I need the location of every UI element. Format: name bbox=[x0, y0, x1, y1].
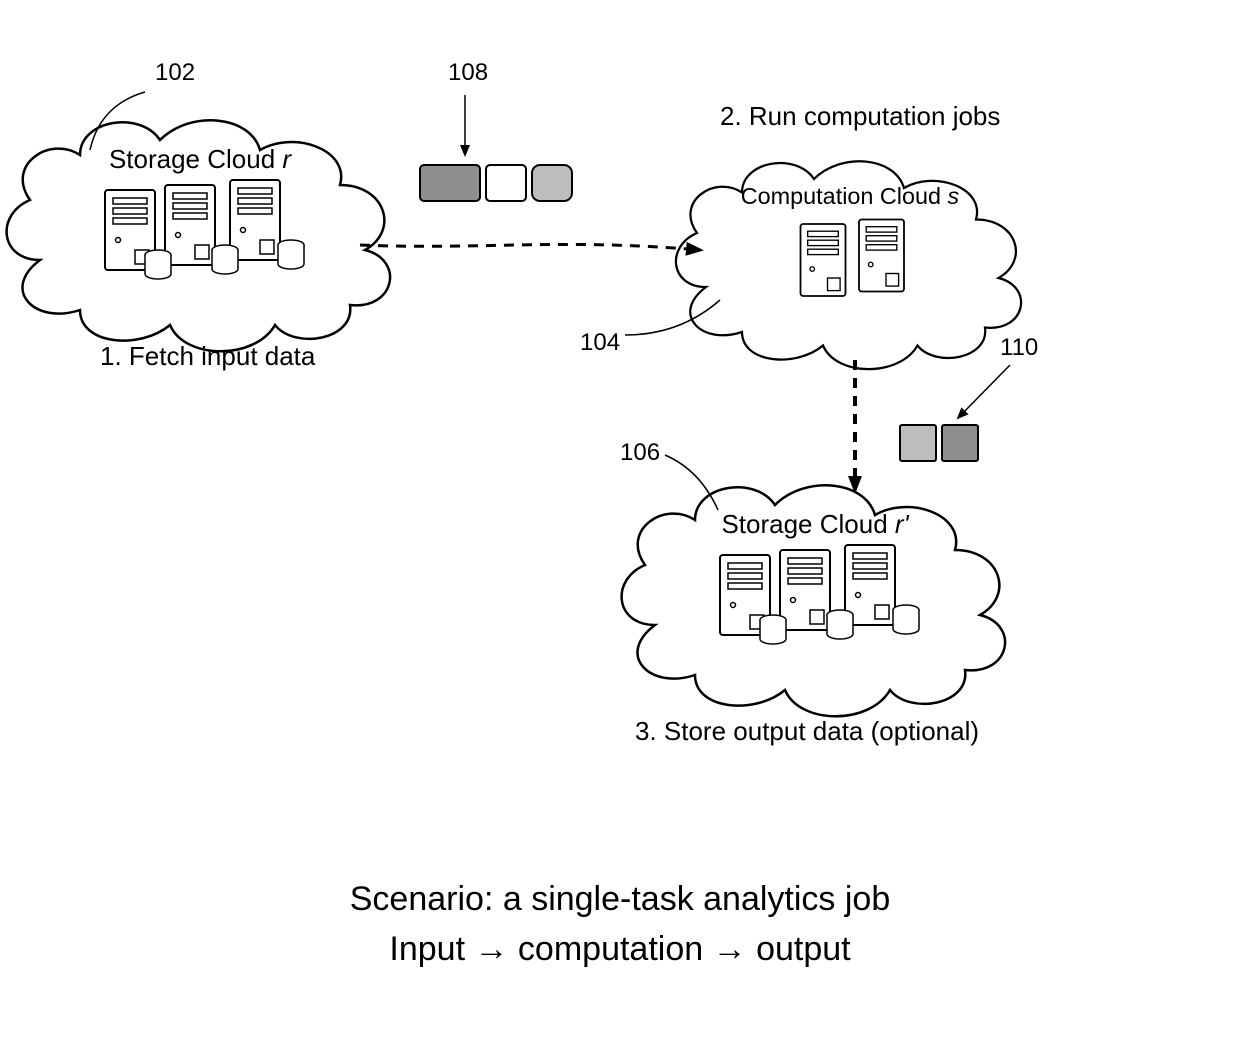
data-blocks-output bbox=[900, 425, 978, 461]
data-block bbox=[486, 165, 526, 201]
data-block bbox=[900, 425, 936, 461]
cloud-storage-r-label: Storage Cloud r bbox=[109, 144, 292, 174]
caption-line-1: Scenario: a single-task analytics job bbox=[350, 880, 891, 918]
cloud-storage-r: Storage Cloud r bbox=[7, 120, 390, 351]
ref-110: 110 bbox=[1000, 334, 1038, 361]
cloud-compute-s: Computation Cloud s bbox=[676, 161, 1021, 369]
flow-arrow-fetch bbox=[360, 244, 700, 250]
cloud-storage-rprime: Storage Cloud r' bbox=[622, 485, 1005, 716]
step-1-label: 1. Fetch input data bbox=[100, 341, 316, 371]
ref-102: 102 bbox=[155, 59, 195, 86]
diagram-canvas: Storage Cloud r Computation Cloud s Stor… bbox=[0, 0, 1240, 1038]
data-block bbox=[420, 165, 480, 201]
ref-110-arrow bbox=[958, 365, 1010, 418]
data-block bbox=[942, 425, 978, 461]
ref-108: 108 bbox=[448, 59, 488, 86]
data-blocks-input bbox=[420, 165, 572, 201]
ref-104: 104 bbox=[580, 329, 620, 356]
step-2-label: 2. Run computation jobs bbox=[720, 101, 1000, 131]
cloud-storage-rprime-label: Storage Cloud r' bbox=[721, 509, 909, 539]
ref-106: 106 bbox=[620, 439, 660, 466]
cloud-compute-s-label: Computation Cloud s bbox=[741, 183, 960, 209]
data-block bbox=[532, 165, 572, 201]
caption-line-2: Input → computation → output bbox=[389, 930, 851, 968]
step-3-label: 3. Store output data (optional) bbox=[635, 716, 979, 746]
